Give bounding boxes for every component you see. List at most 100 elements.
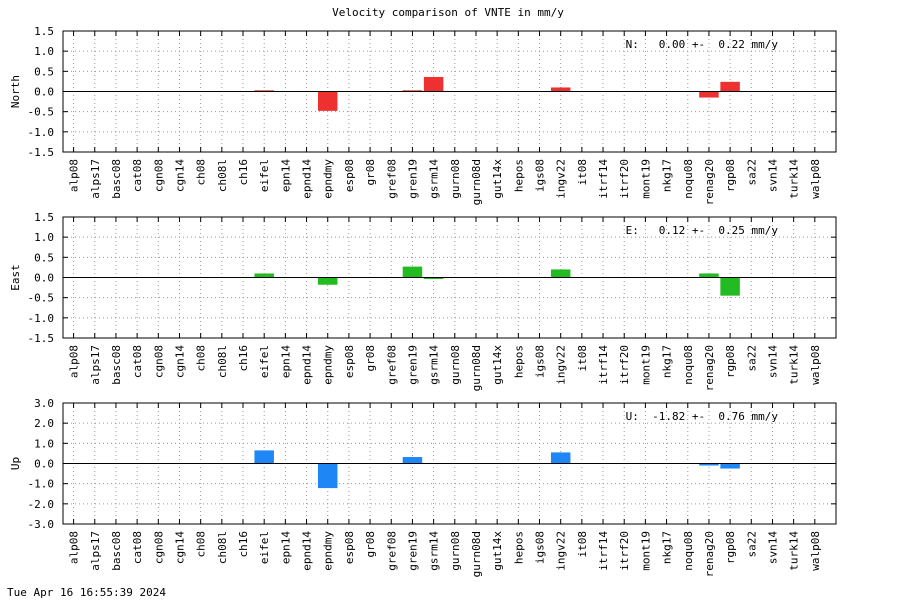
y-tick-label: 0.5 <box>34 65 54 78</box>
x-tick-label: it08 <box>576 531 589 558</box>
x-tick-label: itrf14 <box>597 159 610 199</box>
x-tick-label: noqu08 <box>682 159 695 199</box>
x-tick-label: alp08 <box>68 531 81 564</box>
x-tick-label: hepos <box>512 159 525 192</box>
x-tick-label: sa22 <box>745 531 758 558</box>
x-tick-label: mont19 <box>639 345 652 385</box>
x-tick-label: cat08 <box>131 531 144 564</box>
x-tick-label: cgn08 <box>152 531 165 564</box>
y-tick-label: -1.0 <box>28 312 55 325</box>
x-tick-label: basc08 <box>110 345 123 385</box>
x-tick-label: itrf20 <box>618 345 631 385</box>
x-tick-label: ch08l <box>216 345 229 378</box>
x-tick-label: nkg17 <box>661 345 674 378</box>
x-tick-label: alps17 <box>89 531 102 571</box>
x-tick-label: noqu08 <box>682 345 695 385</box>
x-tick-label: esp08 <box>343 531 356 564</box>
x-tick-label: renag20 <box>703 159 716 205</box>
x-tick-label: ingv22 <box>555 531 568 571</box>
bar <box>720 463 740 469</box>
bar <box>423 277 444 279</box>
x-tick-label: cgn14 <box>173 345 186 378</box>
bar <box>254 273 274 278</box>
x-tick-label: gr08 <box>364 345 377 372</box>
x-tick-label: gref08 <box>385 159 398 199</box>
plot-frame <box>62 30 837 153</box>
plot-frame <box>62 216 837 339</box>
x-tick-label: alps17 <box>89 345 102 385</box>
y-tick-label: 0.0 <box>34 458 54 471</box>
x-tick-label: rgp08 <box>724 345 737 378</box>
plot-frame <box>62 402 837 525</box>
y-tick-label: 1.0 <box>34 437 54 450</box>
x-tick-label: gref08 <box>385 531 398 571</box>
x-tick-label: turk14 <box>788 159 801 199</box>
x-tick-label: alp08 <box>68 345 81 378</box>
x-tick-label: basc08 <box>110 159 123 199</box>
x-tick-label: turk14 <box>788 345 801 385</box>
x-tick-label: epn14 <box>279 531 292 564</box>
x-tick-label: gurn08d <box>470 159 483 205</box>
x-tick-label: epndmy <box>322 159 335 199</box>
y-axis-label: Up <box>9 457 22 470</box>
bar <box>423 76 444 92</box>
x-tick-label: gurn08 <box>449 531 462 571</box>
x-tick-label: hepos <box>512 531 525 564</box>
stats-annotation: N: 0.00 +- 0.22 mm/y <box>626 38 779 51</box>
x-tick-label: cgn14 <box>173 159 186 192</box>
bar <box>402 457 423 464</box>
bar <box>699 463 719 466</box>
y-tick-label: -1.0 <box>28 126 55 139</box>
x-tick-label: eifel <box>258 159 271 192</box>
x-tick-label: esp08 <box>343 159 356 192</box>
x-tick-label: ch08 <box>195 159 208 186</box>
y-tick-label: 3.0 <box>34 397 54 410</box>
y-tick-label: 0.0 <box>34 272 54 285</box>
x-tick-label: gr08 <box>364 159 377 186</box>
x-tick-label: renag20 <box>703 531 716 577</box>
x-tick-label: eifel <box>258 531 271 564</box>
x-tick-label: ingv22 <box>555 159 568 199</box>
x-tick-label: rgp08 <box>724 531 737 564</box>
x-tick-label: hepos <box>512 345 525 378</box>
y-tick-label: 0.0 <box>34 86 54 99</box>
x-tick-label: mont19 <box>639 159 652 199</box>
x-tick-label: nkg17 <box>661 531 674 564</box>
y-tick-label: -2.0 <box>28 498 55 511</box>
x-tick-label: igs08 <box>534 531 547 564</box>
x-tick-label: itrf14 <box>597 345 610 385</box>
y-tick-label: -0.5 <box>28 292 55 305</box>
x-tick-label: cgn14 <box>173 531 186 564</box>
x-tick-label: gren19 <box>406 159 419 199</box>
x-tick-label: epnd14 <box>301 159 314 199</box>
x-tick-label: gren19 <box>406 345 419 385</box>
y-tick-label: 1.0 <box>34 231 54 244</box>
y-tick-label: 2.0 <box>34 417 54 430</box>
y-tick-label: 0.5 <box>34 251 54 264</box>
x-tick-label: ch08 <box>195 531 208 558</box>
x-tick-label: walp08 <box>809 531 822 571</box>
y-tick-label: -1.5 <box>28 146 55 159</box>
x-tick-label: epn14 <box>279 159 292 192</box>
x-tick-label: alps17 <box>89 159 102 199</box>
x-tick-label: gsrm14 <box>428 345 441 385</box>
chart-title: Velocity comparison of VNTE in mm/y <box>332 6 564 19</box>
x-tick-label: epndmy <box>322 345 335 385</box>
x-tick-label: epnd14 <box>301 345 314 385</box>
x-tick-label: gut14x <box>491 531 504 571</box>
x-tick-label: rgp08 <box>724 159 737 192</box>
bar <box>402 266 423 278</box>
x-tick-label: igs08 <box>534 345 547 378</box>
x-tick-label: esp08 <box>343 345 356 378</box>
x-tick-label: gref08 <box>385 345 398 385</box>
y-tick-label: 1.5 <box>34 211 54 224</box>
x-tick-label: svn14 <box>766 531 779 564</box>
x-tick-label: walp08 <box>809 159 822 199</box>
bar <box>550 269 571 278</box>
x-tick-label: cgn08 <box>152 159 165 192</box>
x-tick-label: turk14 <box>788 531 801 571</box>
x-tick-label: gut14x <box>491 159 504 199</box>
bar <box>317 463 338 489</box>
y-axis-label: North <box>9 75 22 108</box>
